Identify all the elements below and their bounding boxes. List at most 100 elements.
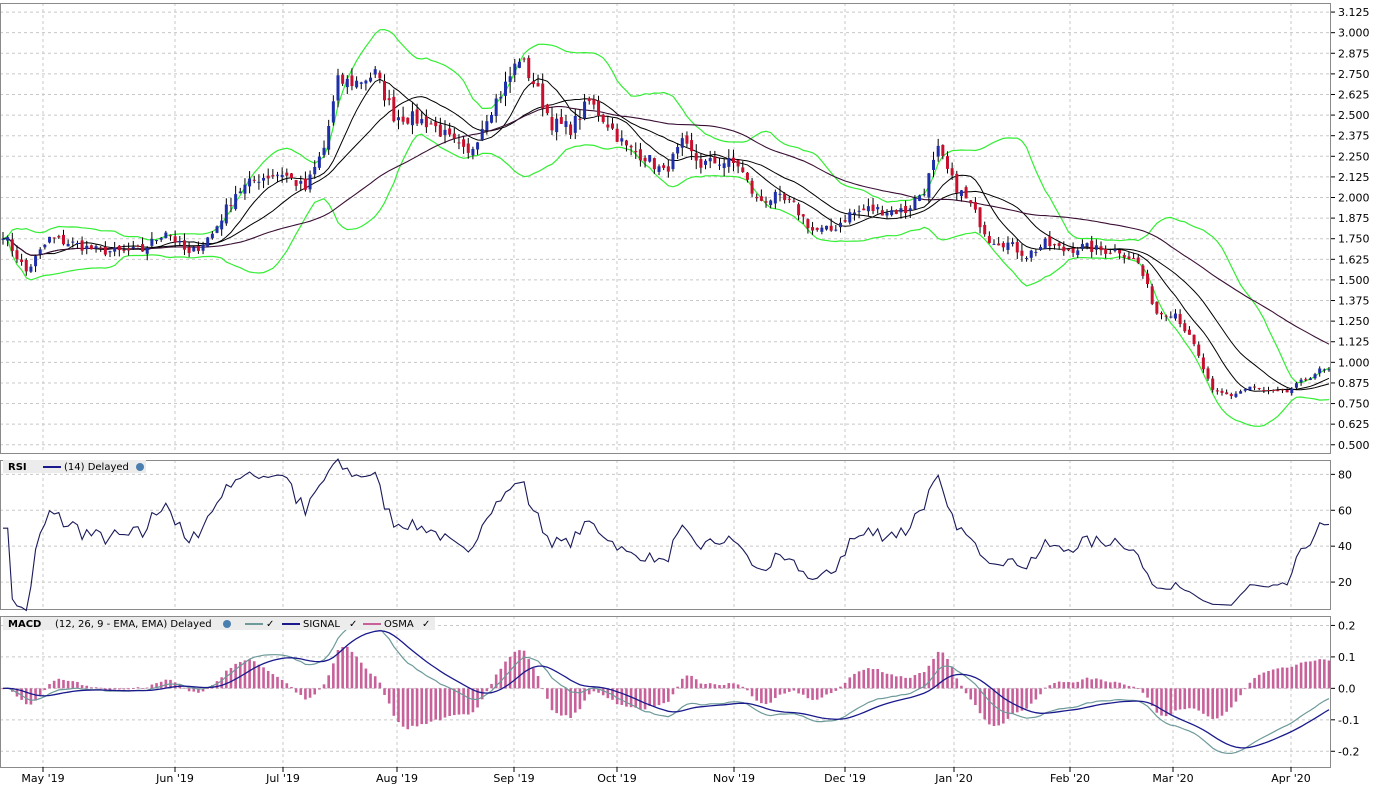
osma-bar	[597, 688, 600, 693]
candle-body	[1197, 344, 1201, 356]
candle-body	[410, 111, 414, 126]
candle-body	[973, 202, 977, 210]
osma-bar	[364, 668, 368, 689]
candlestick	[615, 123, 619, 142]
candlestick	[927, 172, 931, 204]
candle-body	[843, 220, 847, 222]
osma-bar	[527, 659, 531, 689]
price-tick-label: 3.125	[1338, 6, 1370, 19]
candlestick	[1220, 388, 1224, 396]
candle-body	[517, 61, 521, 68]
candlestick	[6, 235, 10, 247]
osma-bar	[1178, 688, 1182, 710]
candlestick	[192, 246, 196, 252]
candlestick	[541, 73, 545, 117]
candle-body	[638, 149, 642, 161]
candle-body	[652, 158, 656, 170]
osma-bar	[662, 688, 665, 704]
candle-body	[150, 238, 154, 246]
candlestick	[466, 138, 470, 159]
candlestick	[569, 121, 573, 139]
candlestick	[457, 134, 461, 150]
candle-body	[745, 172, 749, 180]
month-label: Jul '19	[265, 772, 300, 785]
macd-tick-label: -0.1	[1338, 714, 1359, 727]
candlestick	[1225, 389, 1229, 395]
candle-body	[303, 178, 307, 190]
osma-bar	[964, 688, 968, 694]
candlestick	[410, 102, 414, 135]
osma-bar	[1039, 688, 1042, 695]
month-label: Jun '19	[155, 772, 194, 785]
candlestick	[66, 239, 70, 247]
candle-body	[806, 219, 810, 229]
candlestick	[690, 132, 694, 160]
candlestick	[317, 151, 321, 170]
osma-bar	[908, 677, 912, 689]
candlestick	[843, 214, 847, 223]
candlestick	[1071, 242, 1075, 258]
osma-bar	[1229, 688, 1233, 708]
candlestick	[1215, 387, 1219, 395]
candlestick	[206, 236, 210, 248]
candle-body	[676, 147, 680, 154]
osma-bar	[336, 650, 340, 689]
candle-body	[220, 220, 224, 230]
candle-body	[773, 191, 777, 204]
osma-bar	[1304, 661, 1308, 689]
candle-body	[434, 122, 438, 127]
candlestick	[1313, 372, 1317, 380]
candlestick	[1276, 386, 1280, 392]
candle-body	[1052, 244, 1056, 246]
candlestick	[1108, 248, 1112, 255]
candlestick	[1090, 235, 1094, 258]
candlestick	[485, 114, 489, 135]
candle-body	[1011, 242, 1015, 245]
price-tick-label: 1.750	[1338, 233, 1370, 246]
osma-bar	[992, 688, 996, 726]
candle-body	[1099, 246, 1103, 251]
candlestick	[699, 153, 703, 174]
candlestick	[396, 109, 400, 130]
candle-body	[964, 187, 968, 199]
osma-bar	[113, 688, 116, 690]
osma-bar	[1202, 688, 1205, 714]
price-tick-label: 1.625	[1338, 253, 1370, 266]
candlestick	[587, 96, 591, 105]
osma-bar	[234, 663, 237, 689]
candle-body	[1085, 243, 1089, 247]
candlestick	[1304, 377, 1308, 382]
candle-body	[85, 245, 89, 250]
osma-bar	[704, 683, 707, 689]
price-tick-label: 2.625	[1338, 88, 1370, 101]
osma-bar	[680, 678, 684, 689]
candlestick	[578, 109, 582, 130]
osma-bar	[299, 688, 303, 695]
candlestick	[187, 242, 191, 258]
osma-bar	[787, 688, 791, 692]
candle-body	[136, 245, 140, 247]
osma-bar	[867, 668, 870, 689]
candlestick	[1173, 309, 1177, 321]
candlestick	[620, 130, 624, 146]
candlestick	[122, 244, 126, 254]
candle-body	[89, 245, 93, 250]
osma-bar	[550, 688, 554, 711]
candle-body	[759, 196, 763, 201]
osma-bar	[1099, 679, 1103, 689]
candlestick	[1169, 311, 1173, 319]
osma-bar	[131, 688, 135, 689]
candlestick	[894, 209, 898, 215]
candlestick	[355, 76, 359, 89]
candlestick	[815, 227, 819, 232]
candle-body	[606, 124, 610, 128]
candle-body	[1243, 389, 1247, 391]
candle-body	[20, 259, 24, 262]
osma-bar	[815, 688, 819, 700]
osma-bar	[522, 650, 526, 689]
osma-bar	[1002, 688, 1005, 724]
candle-body	[350, 75, 354, 86]
osma-bar	[690, 675, 693, 689]
price-tick-label: 1.875	[1338, 212, 1370, 225]
candle-body	[848, 212, 852, 223]
